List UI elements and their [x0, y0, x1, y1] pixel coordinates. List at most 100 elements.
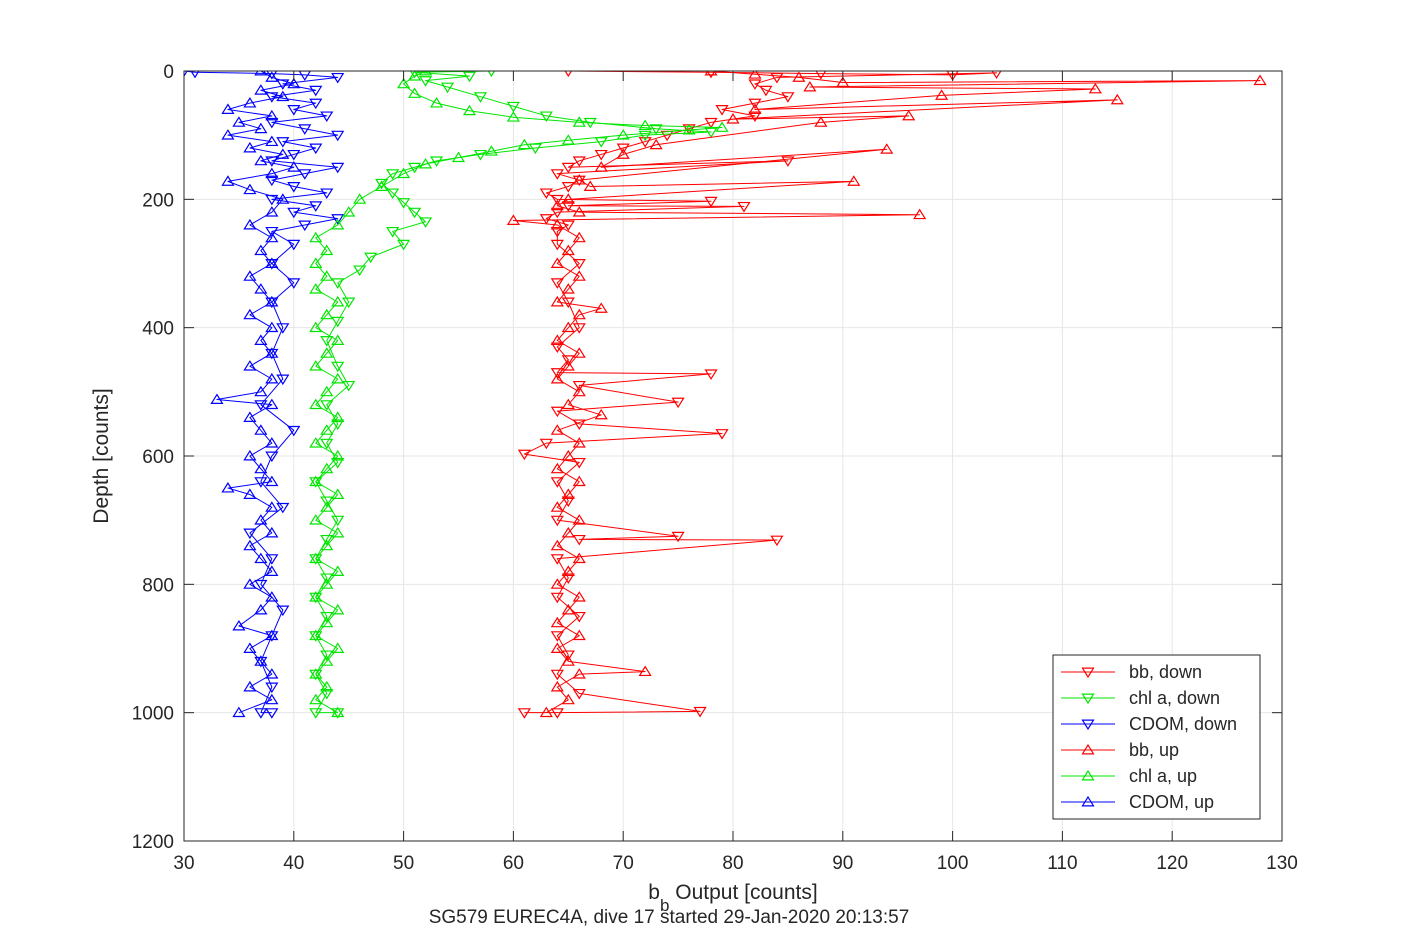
data-point-chl-a-up — [561, 134, 575, 145]
data-point-bb-up — [583, 180, 597, 191]
x-tick-label: 80 — [722, 853, 743, 874]
data-point-cdom-up — [254, 385, 268, 397]
data-point-cdom-down — [254, 477, 268, 488]
data-point-bb-up — [847, 175, 861, 186]
data-point-bb-up — [550, 539, 564, 551]
x-axis-label-subscript: b — [660, 896, 669, 915]
data-point-chl-a-up — [309, 437, 323, 448]
data-point-bb-up — [550, 642, 564, 653]
footer-caption: SG579 EUREC4A, dive 17 started 29-Jan-20… — [429, 907, 910, 928]
data-point-cdom-up — [254, 424, 268, 435]
data-point-bb-up — [902, 109, 916, 121]
data-point-cdom-up — [254, 154, 268, 166]
data-point-bb-up — [572, 385, 586, 397]
data-point-chl-a-down — [386, 188, 400, 200]
data-point-chl-a-down — [397, 198, 411, 209]
data-point-chl-a-up — [331, 565, 345, 576]
x-axis-label-rest: Output [counts] — [669, 881, 817, 904]
data-point-bb-down — [550, 669, 564, 681]
legend-item-chl-a-up: chl a, up — [1061, 766, 1197, 786]
data-point-chl-a-up — [320, 462, 334, 474]
x-axis-ticks: 30 40 50 60 70 80 90 100 110 120 130 — [173, 71, 1298, 874]
data-point-bb-down — [564, 71, 573, 78]
x-tick-label: 100 — [937, 853, 969, 874]
data-point-bb-down — [550, 592, 564, 604]
data-point-chl-a-down — [409, 71, 420, 79]
data-point-cdom-down — [320, 188, 334, 200]
data-point-chl-a-up — [397, 167, 411, 179]
data-point-cdom-down — [287, 105, 301, 116]
data-point-bb-down — [671, 531, 685, 543]
y-axis-label: Depth [counts] — [90, 388, 113, 523]
data-point-chl-a-down — [320, 534, 334, 546]
data-point-chl-a-down — [331, 515, 345, 527]
series-line-chl-a-down — [315, 71, 712, 714]
data-point-chl-a-down — [539, 111, 553, 123]
data-point-bb-up — [550, 199, 564, 211]
data-point-chl-a-down — [342, 297, 356, 309]
x-tick-label: 90 — [832, 853, 853, 874]
x-tick-label: 30 — [173, 853, 194, 874]
data-point-chl-a-down — [320, 438, 334, 450]
data-point-bb-up — [1110, 93, 1124, 105]
data-point-cdom-up — [265, 668, 279, 679]
data-point-cdom-up — [287, 77, 301, 89]
data-point-bb-up — [550, 424, 564, 435]
data-point-chl-a-up — [309, 552, 323, 564]
data-point-bb-up — [561, 283, 575, 294]
y-tick-label: 1000 — [132, 704, 174, 725]
data-point-cdom-up — [287, 161, 301, 172]
data-point-cdom-down — [276, 502, 290, 514]
data-point-bb-down — [550, 207, 564, 219]
legend-item-chl-a-down: chl a, down — [1061, 688, 1220, 708]
data-point-chl-a-up — [331, 372, 345, 384]
data-point-chl-a-up — [715, 121, 729, 132]
data-point-bb-down — [550, 554, 564, 565]
data-point-cdom-up — [254, 244, 268, 256]
data-point-chl-a-up — [309, 398, 323, 410]
data-point-bb-up — [572, 514, 586, 525]
data-point-bb-up — [792, 71, 806, 82]
data-point-cdom-up — [221, 103, 235, 114]
data-point-bb-up — [880, 143, 894, 154]
data-point-bb-down — [517, 449, 531, 461]
data-point-bb-down — [550, 708, 564, 719]
data-point-chl-a-down — [418, 217, 433, 228]
data-point-chl-a-up — [331, 411, 345, 422]
data-point-cdom-up — [265, 372, 279, 384]
data-point-cdom-down — [243, 528, 257, 540]
data-point-cdom-up — [265, 526, 279, 538]
data-point-chl-a-down — [364, 252, 378, 264]
data-point-cdom-down — [265, 156, 279, 167]
data-point-bb-down — [781, 156, 795, 167]
data-point-cdom-down — [254, 400, 268, 411]
legend-marker-swatch — [1081, 769, 1095, 781]
data-point-bb-up — [561, 655, 575, 666]
data-point-bb-down — [550, 169, 564, 180]
data-point-chl-a-up — [320, 244, 334, 256]
data-point-chl-a-down — [386, 169, 400, 180]
data-point-bb-up — [836, 76, 850, 88]
data-point-cdom-down — [265, 708, 279, 719]
data-point-cdom-down — [287, 425, 301, 437]
data-point-cdom-up — [243, 680, 257, 692]
data-point-chl-a-down — [487, 71, 496, 78]
data-point-bb-up — [550, 578, 564, 589]
data-point-chl-a-up — [309, 321, 323, 333]
data-point-bb-down — [572, 419, 586, 431]
y-tick-label: 800 — [142, 575, 174, 596]
data-point-cdom-down — [287, 182, 301, 193]
data-point-chl-a-down — [397, 239, 411, 251]
data-point-cdom-down — [265, 554, 279, 565]
data-point-bb-down — [561, 220, 575, 232]
y-axis-ticks: 0 200 400 600 800 1000 1200 — [132, 62, 1282, 853]
data-point-bb-down — [550, 342, 564, 354]
data-point-chl-a-up — [331, 218, 345, 230]
y-tick-label: 600 — [142, 447, 174, 468]
series-line-bb-up — [512, 71, 1261, 714]
data-point-chl-a-down — [342, 380, 356, 392]
data-point-chl-a-down — [418, 76, 433, 87]
data-point-chl-a-up — [320, 655, 334, 666]
data-point-cdom-up — [265, 109, 279, 121]
data-point-cdom-up — [265, 135, 279, 147]
